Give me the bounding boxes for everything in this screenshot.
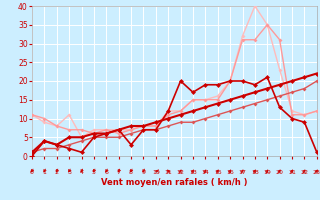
X-axis label: Vent moyen/en rafales ( km/h ): Vent moyen/en rafales ( km/h ): [101, 178, 248, 187]
